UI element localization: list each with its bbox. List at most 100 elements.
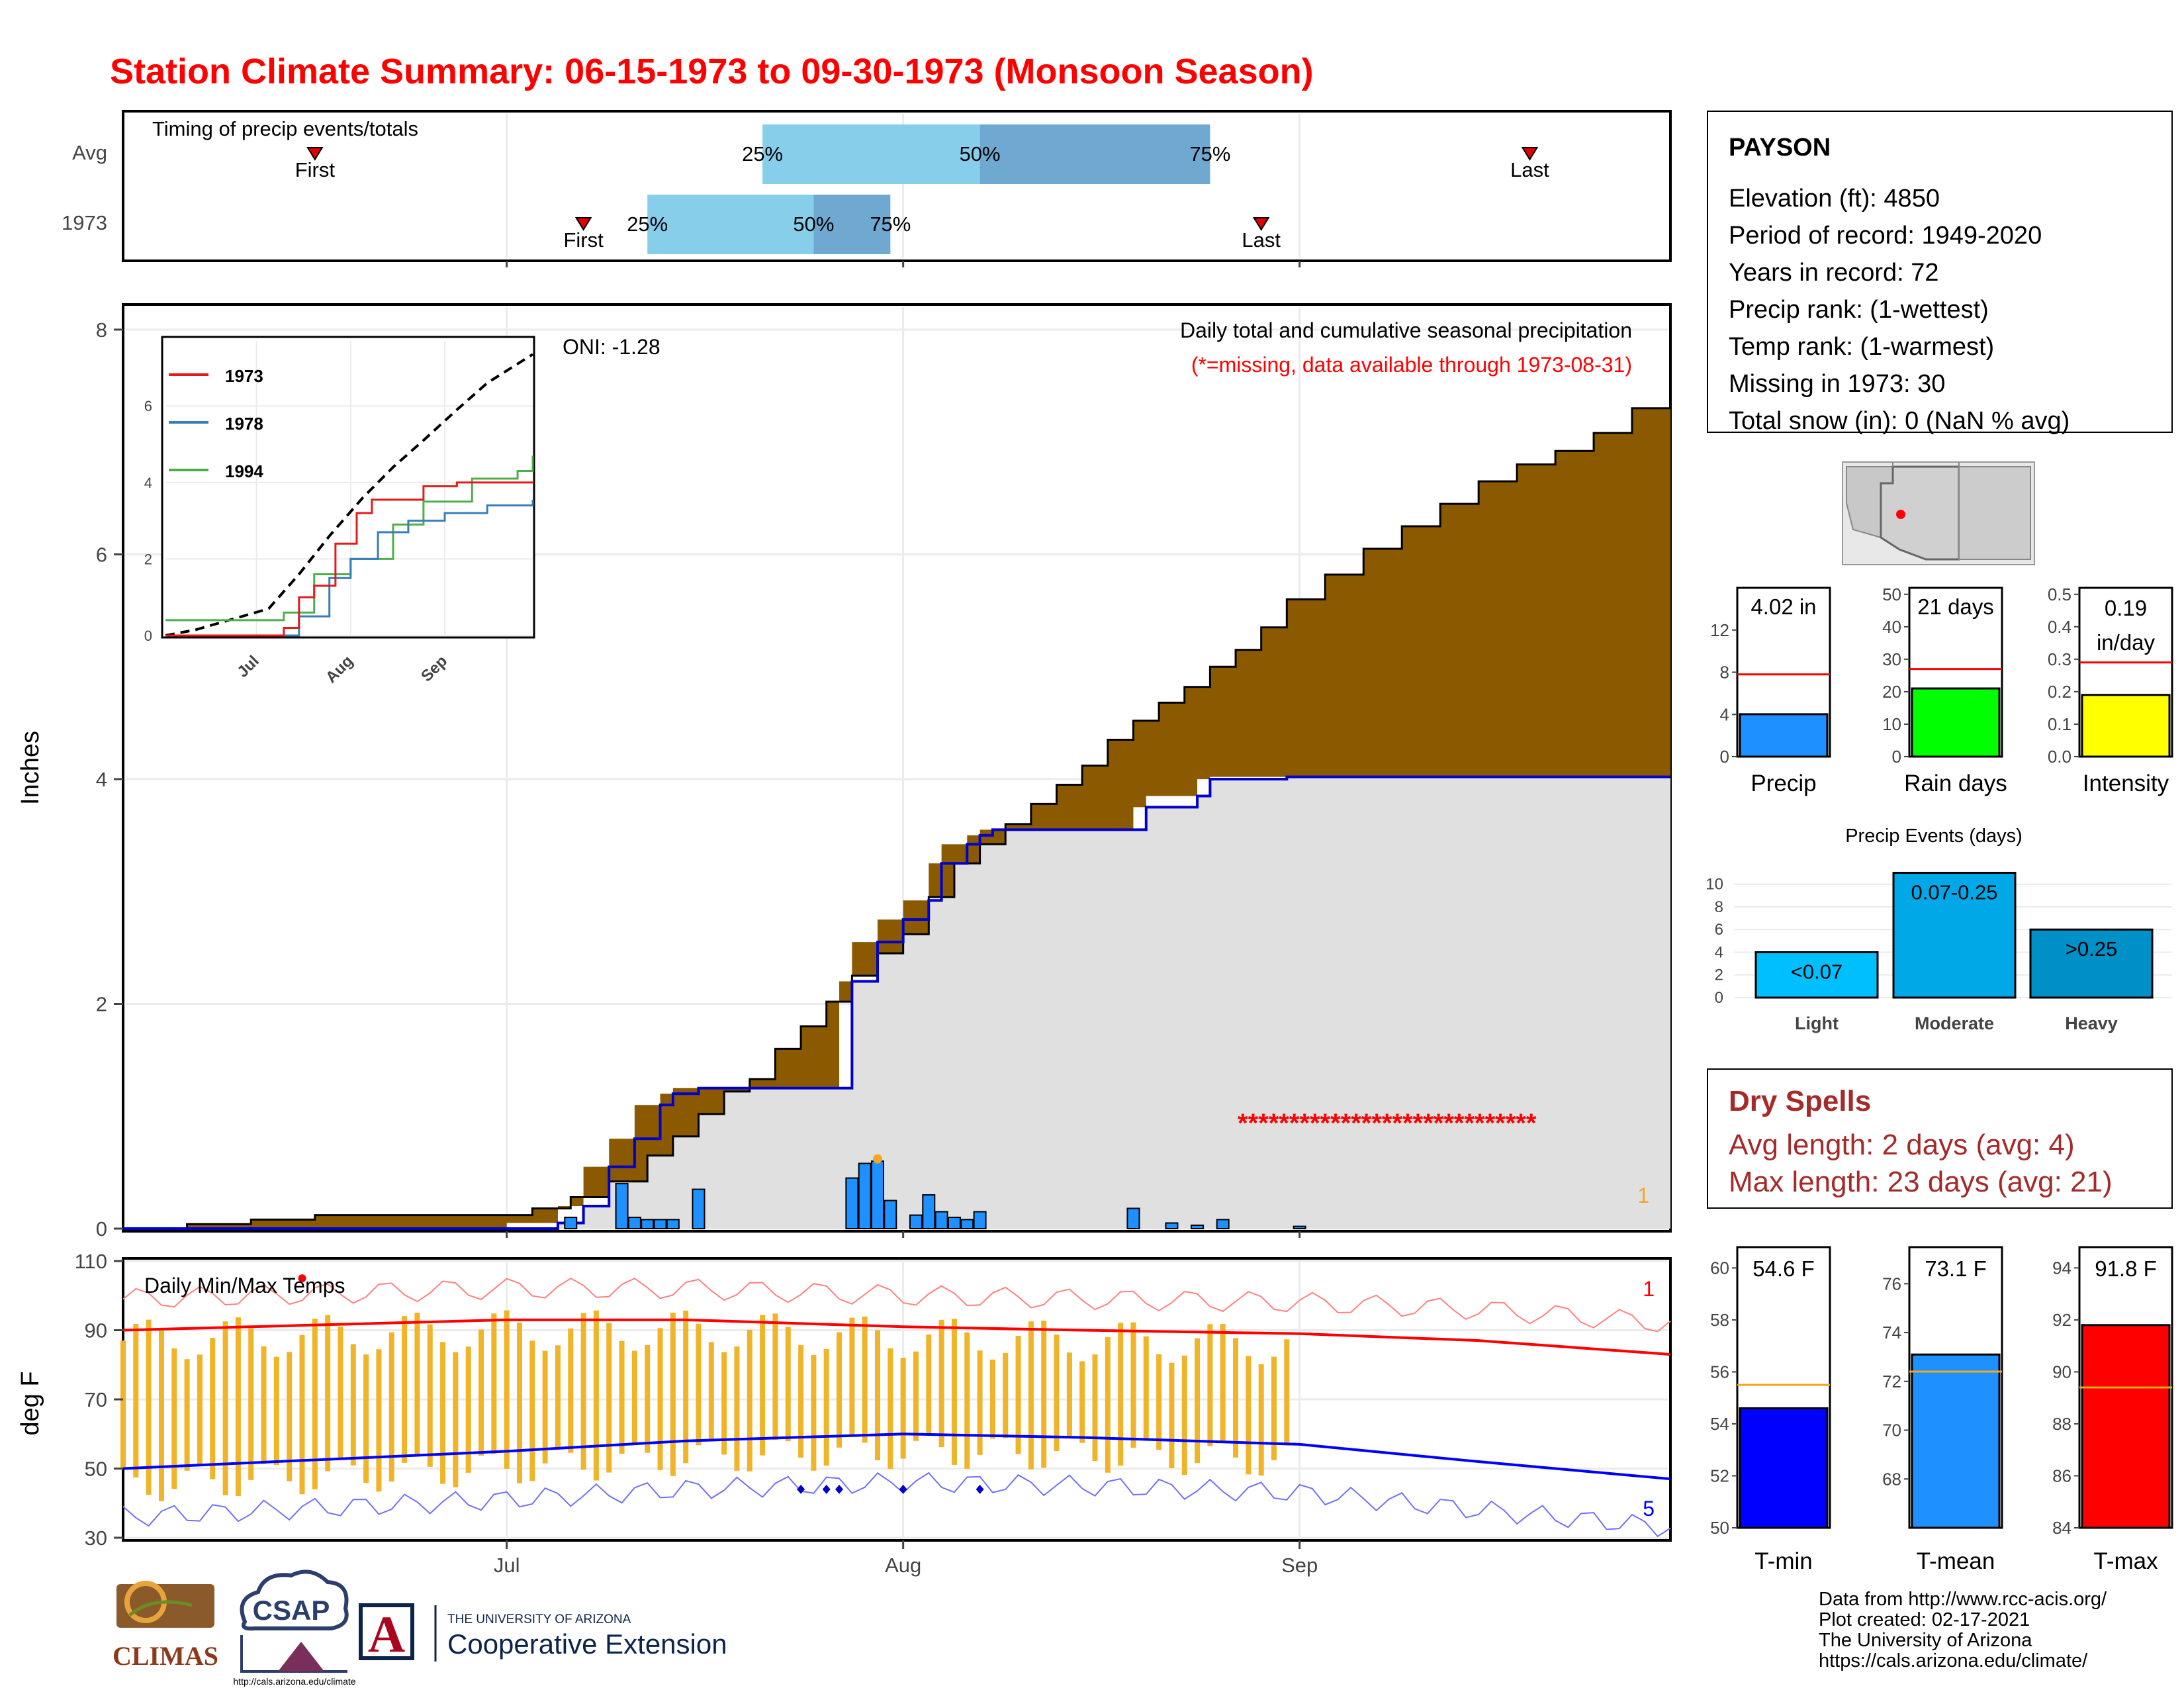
summary-bar-charts: 0 4 8 12 4.02 in Precip 0 10 20 30 40 50 21 days Rain… <box>1710 585 2173 796</box>
daily-temp-bar <box>721 1352 727 1455</box>
daily-temp-bar <box>516 1323 522 1483</box>
dry-spells-frame <box>1707 1068 2173 1209</box>
events-ytick: 10 <box>1706 876 1723 894</box>
daily-temp-bar <box>964 1332 970 1469</box>
dry-spells-max: Max length: 23 days (avg: 21) <box>1729 1166 2113 1198</box>
daily-temp-bar <box>1207 1324 1213 1446</box>
mini-bar-ytick: 8 <box>1720 663 1729 682</box>
temp-bar-ytick: 70 <box>1882 1421 1901 1440</box>
record-high-count: 1 <box>1643 1277 1655 1301</box>
record-high-marker <box>298 1274 306 1283</box>
daily-precip-bar <box>934 1211 948 1230</box>
timing-bar-50-75 <box>813 195 891 254</box>
events-ytick: 6 <box>1715 921 1723 939</box>
temp-bar-value <box>1739 1407 1829 1529</box>
daily-temp-bar <box>388 1332 394 1481</box>
station-temp-rank: Temp rank: (1-warmest) <box>1729 333 1994 361</box>
observed-cumulative-line <box>123 775 1670 1230</box>
temp-bar-ytick: 72 <box>1882 1372 1901 1391</box>
inset-ytick-label: 2 <box>144 551 152 567</box>
ua-a-mark: A <box>368 1605 405 1663</box>
climas-logo-text: CLIMAS <box>113 1641 218 1671</box>
daily-temp-bar <box>989 1359 995 1439</box>
daily-temp-bar <box>862 1316 868 1443</box>
csap-mountain-icon <box>278 1642 324 1671</box>
temp-bar-ytick: 90 <box>2052 1362 2071 1382</box>
inset-legend: 1973 1978 1994 <box>169 366 263 481</box>
daily-precip-bar <box>653 1219 667 1230</box>
timing-last-marker <box>1252 217 1270 231</box>
daily-temp-bar <box>1233 1338 1239 1458</box>
daily-precip-bar <box>1165 1222 1179 1230</box>
ua-shield-icon <box>359 1603 414 1660</box>
timing-pct-label: 25% <box>627 212 668 236</box>
daily-precip-bar <box>564 1217 578 1230</box>
daily-temp-bar <box>1271 1356 1277 1460</box>
daily-precip-bar <box>1126 1207 1140 1229</box>
ua-extension: Cooperative Extension <box>447 1628 727 1660</box>
daily-temp-bar <box>478 1329 484 1456</box>
csap-logo-text: CSAP <box>253 1595 330 1626</box>
temp-bar-value-text: 91.8 F <box>2095 1256 2157 1281</box>
temp-ytick-label: 30 <box>85 1526 107 1550</box>
mini-bar-ytick: 4 <box>1720 704 1729 724</box>
daily-temp-bar <box>504 1310 510 1469</box>
avg-max-temp-line <box>122 1318 1671 1356</box>
timing-row-1973-label: 1973 <box>62 211 107 234</box>
daily-temp-bar <box>1054 1334 1060 1451</box>
events-bar <box>1892 872 2017 999</box>
daily-temp-bar <box>823 1348 829 1466</box>
temp-bar-ytick: 50 <box>1710 1518 1729 1538</box>
station-snow: Total snow (in): 0 (NaN % avg) <box>1729 407 2070 435</box>
record-low-marker <box>976 1484 984 1494</box>
daily-precip-bar <box>871 1160 885 1230</box>
timing-pct-label: 50% <box>960 142 1001 165</box>
daily-temp-bar <box>491 1313 497 1454</box>
daily-temp-bar <box>619 1340 625 1454</box>
timing-first-marker <box>306 147 324 161</box>
events-bar <box>2029 928 2154 999</box>
daily-temp-bar <box>261 1346 267 1464</box>
inset-line-1973 <box>165 481 534 637</box>
record-low-line <box>122 1472 1671 1538</box>
climas-logo: CLIMAS <box>113 1581 218 1671</box>
x-tick-label: Jul <box>494 1554 520 1577</box>
temp-bar-label: T-mean <box>1917 1548 1995 1574</box>
temp-bar-ytick: 58 <box>1710 1310 1729 1330</box>
daily-precip-bar <box>666 1219 680 1230</box>
mini-bar-value-text: 0.19 <box>2105 596 2147 620</box>
daily-temp-bar <box>158 1331 164 1501</box>
timing-first-label: First <box>563 228 604 252</box>
mini-bar-value-text: 4.02 in <box>1751 594 1816 619</box>
temp-bar-ytick: 74 <box>1882 1323 1901 1342</box>
station-name: PAYSON <box>1729 134 1831 162</box>
mini-bar-ytick: 0 <box>1892 747 1901 767</box>
timing-pct-label: 50% <box>793 212 834 236</box>
daily-temp-bar <box>593 1310 599 1481</box>
temp-summary-bars: 50 52 54 56 58 60 54.6 F T-min 68 70 72 74 76 73.1 F T… <box>1710 1246 2173 1574</box>
temp-bar-value <box>1911 1353 2001 1529</box>
events-content: 0 2 4 6 8 10 <0.07 Light 0.07-0.25 Moderate >0.25 H… <box>1706 872 2172 1033</box>
daily-temp-bar <box>657 1328 663 1470</box>
daily-temp-bar <box>683 1310 689 1464</box>
precip-ylabel: Inches <box>17 731 44 805</box>
station-period: Period of record: 1949-2020 <box>1729 222 2042 250</box>
daily-precip-bar <box>960 1219 974 1230</box>
events-bar-label: Moderate <box>1915 1013 1994 1033</box>
events-bar <box>1754 951 1879 999</box>
events-bar-range: >0.25 <box>2066 937 2117 961</box>
daily-temp-bar <box>184 1359 190 1471</box>
mini-bar-value <box>1739 713 1829 758</box>
daily-temp-bar <box>287 1352 293 1481</box>
mini-bar-ytick: 0.3 <box>2048 649 2071 669</box>
daily-precip-bar <box>1216 1219 1230 1230</box>
daily-precip-bar <box>627 1217 641 1230</box>
precip-panel: Daily total and cumulative seasonal prec… <box>17 303 1672 1241</box>
daily-precip-bar <box>973 1211 987 1230</box>
x-tick-label: Aug <box>885 1554 921 1577</box>
mini-bar-value <box>1911 687 2001 758</box>
daily-precip-bar <box>615 1183 629 1229</box>
timing-pct-label: 75% <box>1189 142 1230 165</box>
daily-temp-bar <box>926 1334 932 1435</box>
